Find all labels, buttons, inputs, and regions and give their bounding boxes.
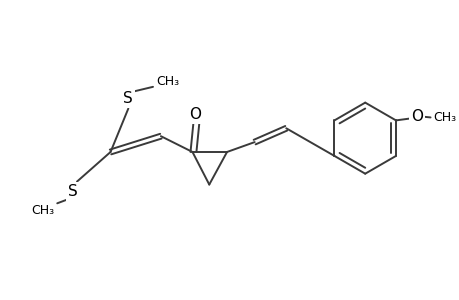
Text: CH₃: CH₃ [31, 204, 54, 217]
Text: O: O [189, 107, 201, 122]
Text: CH₃: CH₃ [156, 75, 179, 88]
Text: S: S [123, 91, 133, 106]
Text: O: O [410, 109, 422, 124]
Text: S: S [68, 184, 78, 199]
Text: CH₃: CH₃ [432, 111, 456, 124]
